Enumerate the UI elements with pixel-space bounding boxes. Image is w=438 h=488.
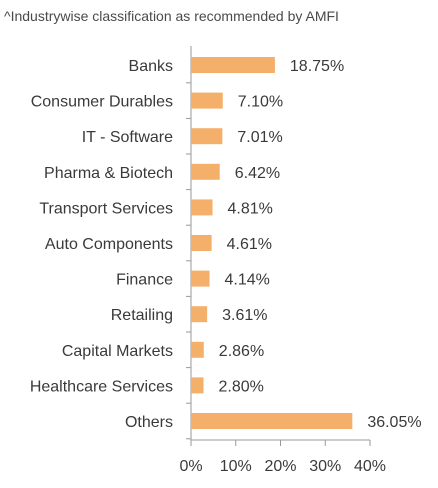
- value-label: 3.61%: [222, 307, 267, 324]
- value-labels-layer: 18.75% 7.10% 7.01% 6.42% 4.81% 4.61% 4.14% 3.61…: [219, 58, 422, 431]
- value-label: 2.86%: [219, 343, 264, 360]
- value-label: 4.61%: [227, 236, 272, 253]
- category-label: Healthcare Services: [30, 378, 173, 395]
- bar-4: [191, 199, 213, 216]
- x-tick-label: 0%: [179, 458, 202, 475]
- value-label: 6.42%: [235, 165, 280, 182]
- category-label: Auto Components: [45, 236, 173, 253]
- bars-layer: [186, 57, 353, 440]
- classification-note: ^Industrywise classification as recommen…: [4, 8, 339, 24]
- value-label: 7.10%: [238, 94, 283, 111]
- value-label: 18.75%: [290, 58, 344, 75]
- category-label: Pharma & Biotech: [44, 165, 173, 182]
- category-label: Transport Services: [39, 200, 173, 217]
- bar-7: [191, 306, 208, 323]
- value-label: 7.01%: [237, 129, 282, 146]
- category-label: Finance: [116, 272, 173, 289]
- category-label: Consumer Durables: [31, 94, 173, 111]
- category-label: IT - Software: [82, 129, 173, 146]
- category-label: Capital Markets: [62, 343, 173, 360]
- bar-3: [191, 163, 220, 180]
- x-tick-label: 30%: [309, 458, 341, 475]
- bar-5: [191, 235, 212, 251]
- value-label: 36.05%: [367, 414, 421, 431]
- category-label: Banks: [129, 58, 173, 75]
- x-tick-label: 10%: [220, 458, 252, 475]
- category-label: Others: [125, 414, 173, 431]
- bar-1: [191, 92, 223, 109]
- bar-8: [191, 341, 204, 358]
- bar-6: [191, 270, 210, 287]
- bar-9: [191, 377, 204, 394]
- value-label: 4.14%: [225, 272, 270, 289]
- bar-0: [191, 57, 275, 73]
- x-tick-label: 20%: [264, 458, 296, 475]
- category-label: Retailing: [111, 307, 173, 324]
- value-label: 2.80%: [219, 378, 264, 395]
- bar-10: [191, 413, 353, 429]
- x-ticks-layer: 0% 10% 20% 30% 40%: [179, 440, 386, 475]
- value-label: 4.81%: [228, 200, 273, 217]
- category-labels-layer: Banks Consumer Durables IT - Software Pharm…: [30, 58, 173, 431]
- bar-2: [191, 128, 223, 145]
- x-tick-label: 40%: [354, 458, 386, 475]
